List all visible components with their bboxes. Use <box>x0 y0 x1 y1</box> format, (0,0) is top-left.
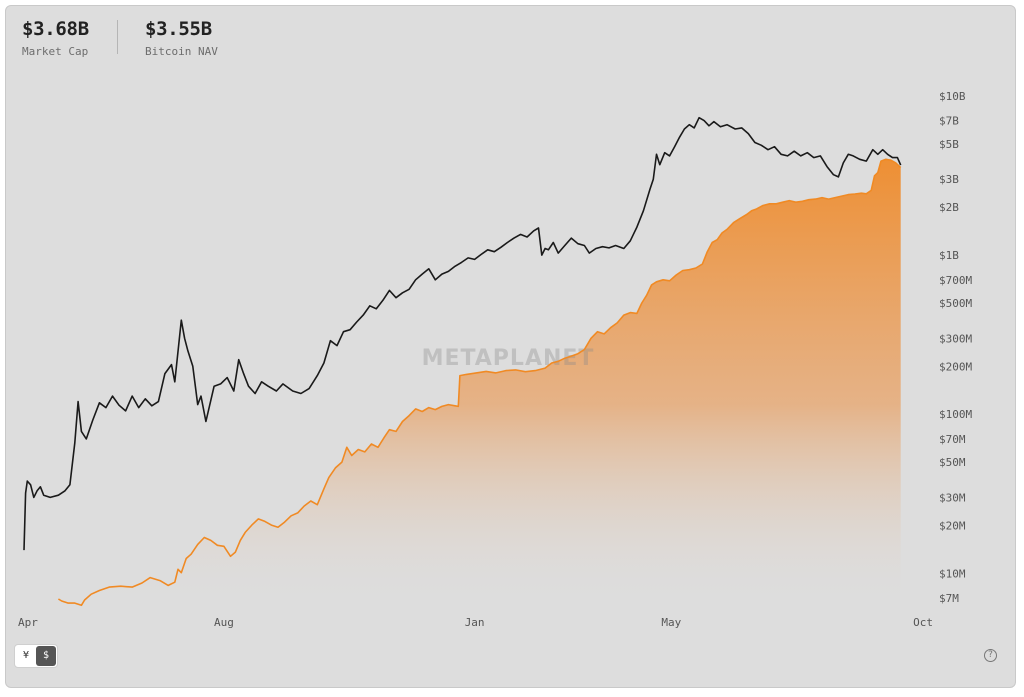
currency-yen-option[interactable]: ¥ <box>22 650 30 661</box>
y-tick-label: $100M <box>939 408 972 421</box>
y-tick-label: $70M <box>939 433 966 446</box>
y-tick-label: $30M <box>939 491 966 504</box>
x-tick-label: May <box>661 616 681 629</box>
x-tick-label: Aug <box>214 616 234 629</box>
y-tick-label: $1B <box>939 249 959 262</box>
y-tick-label: $50M <box>939 456 966 469</box>
bitcoin-nav-line <box>57 158 902 607</box>
bitcoin-nav-area <box>58 159 901 606</box>
y-tick-label: $3B <box>939 173 959 186</box>
help-icon[interactable]: ? <box>984 649 997 662</box>
y-tick-label: $200M <box>939 360 972 373</box>
y-tick-label: $2B <box>939 201 959 214</box>
y-tick-label: $7M <box>939 592 959 605</box>
y-tick-label: $10M <box>939 567 966 580</box>
market-cap-label: Market Cap <box>22 45 89 58</box>
stats-divider <box>117 20 118 54</box>
bitcoin-nav-stat: $3.55B Bitcoin NAV <box>145 18 218 58</box>
y-tick-label: $5B <box>939 138 959 151</box>
y-tick-label: $10B <box>939 90 966 103</box>
x-tick-label: Jan <box>465 616 485 629</box>
y-tick-label: $700M <box>939 274 972 287</box>
y-tick-label: $20M <box>939 519 966 532</box>
bitcoin-nav-value: $3.55B <box>145 18 212 40</box>
y-tick-label: $300M <box>939 332 972 345</box>
market-cap-stat: $3.68B Market Cap <box>22 18 89 58</box>
market-cap-line <box>23 116 902 551</box>
watermark: METAPLANET <box>422 346 595 371</box>
x-tick-label: Oct <box>913 616 933 629</box>
y-tick-label: $500M <box>939 297 972 310</box>
y-tick-label: $7B <box>939 115 959 128</box>
bitcoin-nav-label: Bitcoin NAV <box>145 45 218 58</box>
currency-toggle[interactable]: ¥ $ <box>14 644 58 668</box>
market-cap-value: $3.68B <box>22 18 89 40</box>
currency-usd-option[interactable]: $ <box>36 646 56 666</box>
x-tick-label: Apr <box>18 616 38 629</box>
